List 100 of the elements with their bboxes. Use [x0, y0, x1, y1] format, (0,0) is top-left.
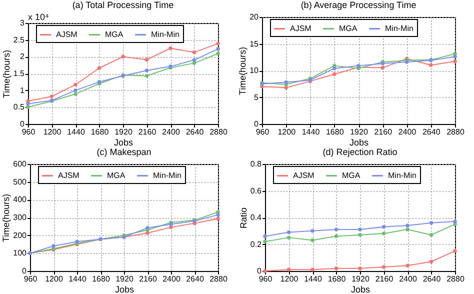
y-tick-label: 600 [13, 160, 28, 168]
x-tick-label: 2400 [399, 274, 418, 284]
point [310, 238, 314, 242]
y-tick-label: 0.8 [250, 160, 262, 168]
point [406, 224, 410, 228]
x-tick-label: 1200 [45, 274, 64, 284]
x-tick-label: 2640 [186, 274, 204, 284]
chart-title: (b) Average Processing Time [300, 0, 416, 10]
point [263, 234, 267, 238]
point [429, 233, 434, 237]
y-tick-label: 500 [13, 177, 28, 186]
x-tick-label: 2160 [374, 128, 393, 136]
point [216, 216, 220, 221]
point [97, 66, 102, 70]
point [121, 54, 125, 59]
point [286, 236, 291, 240]
point [74, 88, 78, 92]
chart-title: (a) Total Processing Time [72, 0, 174, 10]
x-tick-label: 2880 [210, 274, 228, 284]
point [50, 94, 54, 98]
chart-title: (d) Rejection Ratio [322, 147, 398, 157]
point [453, 54, 457, 58]
legend-label: MGA [105, 30, 124, 39]
y-tick-label: 0 [20, 120, 26, 128]
x-tick-label: 2400 [162, 274, 181, 284]
point [192, 61, 196, 65]
x-tick-label: 2880 [210, 128, 228, 136]
legend-label: AJSM [293, 170, 315, 180]
point [382, 265, 386, 269]
point [453, 220, 457, 224]
x-tick-label: 960 [22, 128, 36, 136]
point [429, 63, 433, 68]
y-tick-label: 2.5 [13, 35, 26, 44]
y-tick-label: 15 [250, 39, 260, 48]
x-tick-label: 2160 [138, 128, 157, 136]
point [168, 46, 172, 50]
point [429, 220, 434, 225]
point [216, 52, 220, 56]
y-tick-label: 0.5 [13, 102, 26, 112]
point [334, 234, 338, 238]
y-tick-label: 0.4 [250, 213, 262, 222]
y-axis-title: Time(hours) [1, 50, 12, 98]
x-tick-label: 1200 [43, 128, 62, 136]
point [144, 58, 149, 62]
legend-label: Min-Min [151, 30, 180, 39]
legend-label: MGA [342, 170, 361, 180]
x-tick-label: 1440 [302, 128, 320, 136]
x-tick-label: 1680 [326, 128, 344, 136]
x-tick-label: 1440 [304, 274, 322, 284]
point [332, 66, 336, 70]
y-tick-label: 0 [257, 266, 262, 276]
point [144, 68, 149, 72]
text: x 10⁴ [28, 12, 50, 22]
y-axis-title: Ratio [238, 207, 248, 229]
y-tick-label: 1 [20, 86, 26, 95]
y-tick-label: 3 [20, 18, 26, 28]
x-tick-label: 1920 [352, 274, 370, 284]
point [334, 266, 338, 270]
point [216, 42, 220, 46]
x-tick-label: 1920 [350, 128, 368, 136]
y-tick-label: 5 [254, 92, 260, 102]
point [406, 264, 410, 268]
point [382, 232, 386, 236]
point [284, 80, 288, 84]
x-tick-label: 2880 [446, 128, 465, 136]
point [406, 228, 410, 232]
y-axis-title: Time(hours) [1, 194, 12, 242]
chart-title: (c) Makespan [96, 147, 152, 157]
x-tick-label: 1200 [280, 274, 299, 284]
x-tick-label: 960 [256, 128, 270, 136]
y-tick-label: 0.2 [250, 240, 262, 249]
x-axis-title: Jobs [350, 284, 371, 294]
point [263, 240, 267, 244]
point [74, 92, 78, 96]
x-tick-label: 1920 [116, 274, 134, 284]
point [216, 212, 220, 217]
point [216, 47, 220, 51]
x-tick-label: 960 [258, 274, 273, 284]
x-axis-title: Jobs [114, 138, 134, 148]
point [192, 58, 196, 62]
y-tick-label: 0 [22, 266, 28, 276]
x-tick-label: 1680 [92, 274, 110, 284]
legend-label: AJSM [58, 170, 80, 180]
y-tick-label: 200 [13, 230, 28, 240]
x-tick-label: 1440 [67, 128, 86, 136]
y-tick-label: 10 [250, 66, 260, 75]
point [358, 266, 362, 270]
point [144, 74, 149, 78]
point [358, 228, 362, 232]
point [310, 268, 314, 272]
point [284, 86, 288, 90]
x-axis-title: Jobs [349, 138, 370, 148]
x-tick-label: 1200 [278, 128, 296, 136]
point [146, 226, 150, 230]
point [286, 268, 291, 272]
legend-label: MGA [107, 170, 126, 180]
point [453, 60, 457, 64]
x-tick-label: 2640 [186, 128, 204, 136]
legend-label: Min-Min [388, 170, 416, 180]
point [286, 230, 291, 234]
